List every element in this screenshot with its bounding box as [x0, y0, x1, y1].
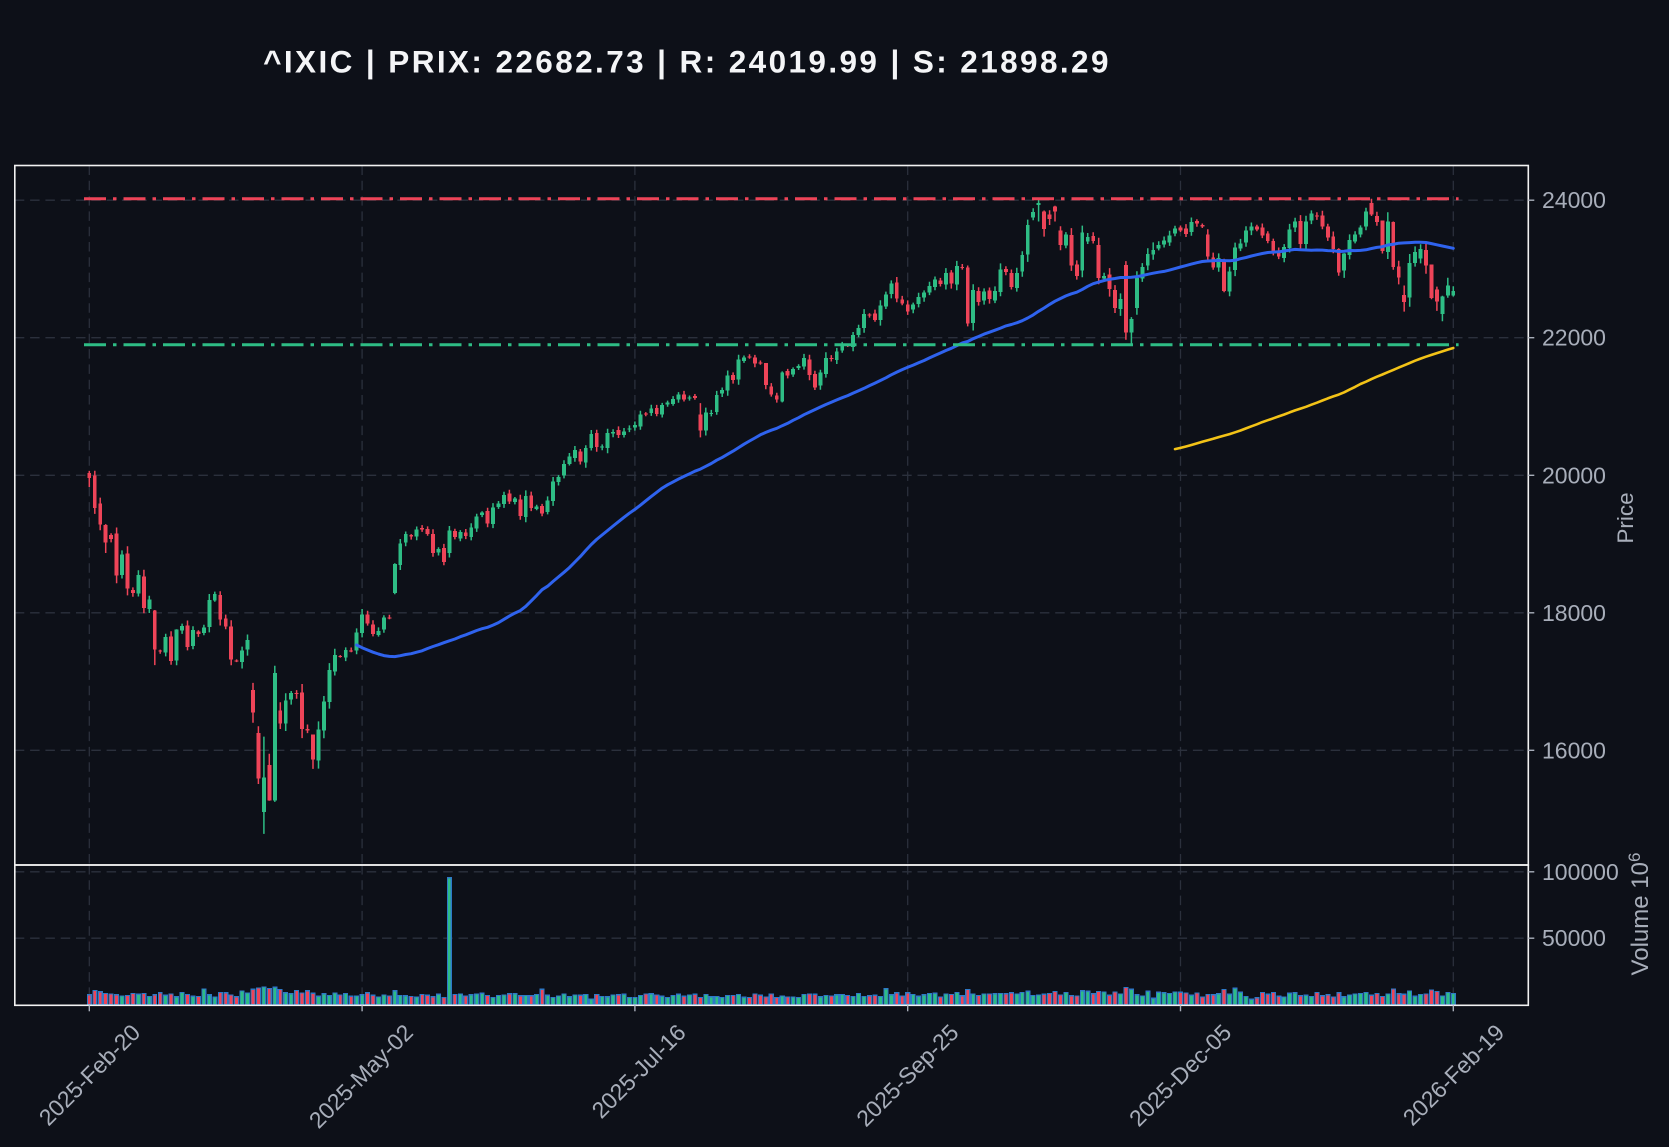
- svg-text:^IXIC | PRIX: 22682.73 | R: 24: ^IXIC | PRIX: 22682.73 | R: 24019.99 | S…: [263, 44, 1111, 80]
- svg-text:18000: 18000: [1542, 600, 1606, 626]
- svg-text:Price: Price: [1613, 492, 1638, 543]
- svg-text:24000: 24000: [1542, 187, 1606, 213]
- svg-text:Volume 106: Volume 106: [1625, 853, 1654, 976]
- svg-text:50000: 50000: [1542, 925, 1606, 951]
- svg-text:22000: 22000: [1542, 325, 1606, 351]
- svg-text:100000: 100000: [1542, 859, 1619, 885]
- svg-text:16000: 16000: [1542, 737, 1606, 763]
- svg-text:20000: 20000: [1542, 462, 1606, 488]
